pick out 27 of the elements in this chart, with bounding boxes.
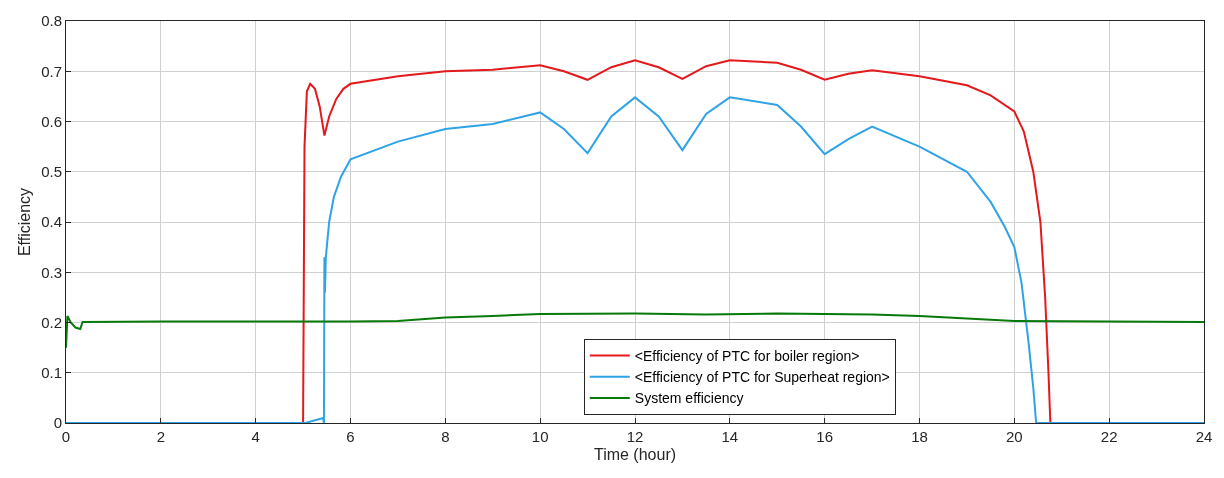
x-tick-label: 22	[1100, 428, 1118, 445]
y-tick-label: 0.1	[41, 364, 62, 381]
legend-label: <Efficiency of PTC for boiler region>	[634, 348, 860, 365]
y-tick-label: 0	[53, 414, 62, 432]
x-tick-label: 14	[721, 428, 739, 445]
y-tick-label: 0.8	[41, 12, 62, 30]
y-tick-label: 0.4	[41, 213, 62, 231]
x-tick-label: 8	[441, 428, 450, 445]
x-tick-label: 24	[1195, 428, 1213, 445]
y-tick-label: 0.5	[41, 163, 62, 180]
x-tick-label: 18	[911, 428, 928, 445]
legend-label: System efficiency	[634, 390, 744, 407]
y-tick-label: 0.2	[41, 313, 62, 331]
x-tick-label: 2	[156, 428, 165, 445]
y-tick-label: 0.7	[41, 62, 62, 80]
line-series	[66, 312, 1204, 349]
x-tick-label: 16	[816, 428, 834, 445]
x-tick-label: 6	[346, 428, 355, 445]
x-tick-label: 4	[251, 428, 260, 445]
x-axis-title: Time (hour)	[593, 445, 677, 463]
y-tick-label: 0.6	[41, 112, 62, 130]
legend-label: <Efficiency of PTC for Superheat region>	[634, 369, 890, 386]
y-axis-title: Efficiency	[16, 187, 34, 257]
y-tick-label: 0.3	[41, 263, 62, 281]
x-tick-label: 10	[531, 428, 549, 445]
x-tick-label: 12	[626, 428, 644, 445]
x-tick-label: 20	[1005, 428, 1023, 445]
